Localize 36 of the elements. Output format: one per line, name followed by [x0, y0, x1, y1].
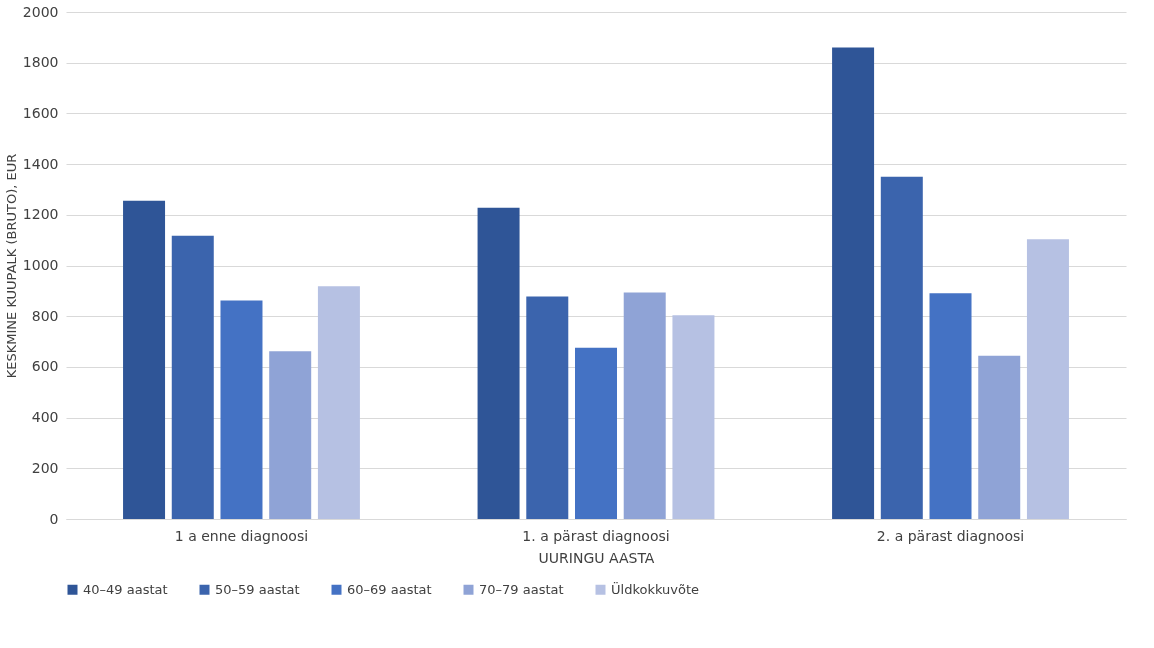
- bar: [123, 200, 166, 519]
- x-tick-label: 1. a pärast diagnoosi: [522, 527, 670, 544]
- y-tick-label: 800: [31, 307, 59, 324]
- x-tick-label: 1 a enne diagnoosi: [174, 527, 309, 544]
- y-tick-label: 0: [49, 510, 59, 527]
- y-tick-label: 400: [31, 409, 59, 426]
- bar: [220, 300, 263, 519]
- bar: [978, 355, 1021, 519]
- y-tick-label: 600: [31, 358, 59, 375]
- y-tick-label: 200: [31, 459, 59, 476]
- bar: [171, 235, 214, 519]
- bar: [477, 207, 520, 519]
- y-tick-label: 1400: [22, 155, 59, 172]
- y-tick-label: 1200: [22, 206, 59, 223]
- legend-label: 50–59 aastat: [215, 581, 300, 597]
- legend-label: 40–49 aastat: [83, 581, 168, 597]
- bar: [1026, 239, 1069, 519]
- x-tick-label: 2. a pärast diagnoosi: [876, 527, 1025, 544]
- bar: [575, 347, 617, 519]
- y-tick-label: 1000: [22, 257, 59, 273]
- legend-label: 70–79 aastat: [479, 581, 564, 597]
- legend-label: 60–69 aastat: [347, 581, 432, 597]
- y-tick-label: 1600: [22, 104, 59, 121]
- bar: [623, 292, 666, 519]
- bar: [880, 176, 923, 519]
- bar: [672, 315, 715, 519]
- bar: [317, 286, 360, 519]
- y-axis-title: KESKMINE KUUPALK (BRUTO), EUR: [3, 153, 19, 379]
- y-tick-label: 2000: [22, 3, 59, 20]
- legend-label: Üldkokkuvõte: [611, 580, 700, 597]
- x-axis-title: UURINGU AASTA: [538, 549, 655, 566]
- bar: [832, 47, 875, 519]
- y-tick-label: 1800: [22, 54, 59, 71]
- bar: [526, 296, 569, 519]
- bar: [929, 293, 972, 519]
- bar: [269, 351, 312, 519]
